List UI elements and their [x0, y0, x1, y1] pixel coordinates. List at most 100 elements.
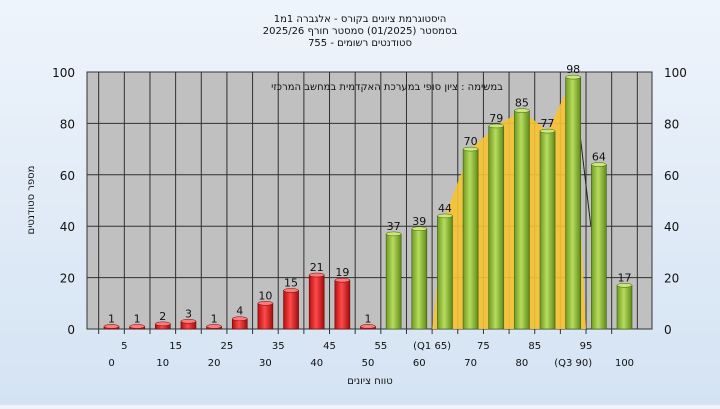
bar-value-label: 1 — [134, 312, 141, 325]
bar-value-label: 15 — [284, 276, 298, 289]
x-tick-label-lower: 20 — [208, 358, 221, 369]
chart-annotation: במשימה : ציון סופי במערכת האקדמית במחשב … — [271, 82, 503, 93]
title-line-2: בסמסטר (01/2025) סמסטר חורף 2025/26 — [263, 26, 458, 37]
x-tick-label-upper: 45 — [323, 341, 336, 352]
bar-value-label: 64 — [592, 151, 606, 164]
bar-value-label: 85 — [515, 97, 529, 110]
y-tick-left-60: 60 — [60, 169, 75, 183]
y-axis-left: 0 20 40 60 80 100 — [52, 66, 75, 337]
bar-cap — [437, 213, 453, 219]
bar-cap — [308, 272, 325, 278]
bar-value-label: 1 — [108, 312, 115, 325]
x-tick-label-lower: 60 — [413, 358, 426, 369]
y-tick-right-60: 60 — [664, 169, 679, 183]
y-tick-right-40: 40 — [664, 220, 679, 234]
bar — [257, 302, 274, 330]
bar-value-label: 39 — [412, 215, 426, 228]
bar-cap — [206, 324, 222, 329]
bar-cap — [283, 288, 299, 293]
bar-value-label: 79 — [489, 112, 503, 125]
bar-value-label: 17 — [618, 271, 632, 284]
bar-value-label: 19 — [335, 266, 349, 279]
bar-cap — [411, 226, 428, 232]
bar — [514, 110, 530, 330]
bar-cap — [539, 128, 556, 134]
x-tick-label-lower: (Q3 90) — [554, 358, 592, 369]
bar-cap — [514, 108, 530, 113]
bar — [462, 148, 479, 330]
bar-value-label: 21 — [310, 261, 324, 274]
bar-value-label: 98 — [566, 63, 580, 76]
x-tick-label-lower: 100 — [615, 358, 634, 369]
bar-value-label: 1 — [211, 312, 218, 325]
x-tick-label-upper: 5 — [121, 341, 127, 352]
x-tick-label-lower: 40 — [310, 358, 323, 369]
bars — [103, 74, 633, 330]
bar-value-label: 44 — [438, 202, 452, 215]
chart-title: היסטוגרמת ציונים בקורס - אלגברה 1מ1 בסמס… — [263, 14, 458, 49]
bar — [385, 233, 402, 330]
bar — [308, 274, 325, 330]
bar-cap — [155, 321, 171, 327]
y-tick-left-20: 20 — [60, 272, 75, 286]
bar-cap — [129, 324, 145, 329]
bar — [616, 285, 633, 330]
x-tick-label-upper: (Q1 65) — [413, 341, 451, 352]
bar-value-label: 10 — [258, 289, 272, 302]
x-tick-label-lower: 50 — [362, 358, 375, 369]
y-axis-title: מספר סטודנטים — [26, 166, 37, 235]
y-tick-right-100: 100 — [664, 66, 687, 80]
bar-value-label: 4 — [236, 305, 243, 318]
x-axis-title: טווח ציונים — [347, 376, 392, 387]
x-tick-label-lower: 70 — [464, 358, 477, 369]
x-tick-label-lower: 10 — [156, 358, 169, 369]
bar-value-label: 70 — [464, 135, 478, 148]
bar-value-label: 77 — [541, 117, 555, 130]
bar — [437, 215, 453, 330]
bar-cap — [462, 146, 479, 152]
x-axis: 5 15 25 35 45 55 (Q1 65) 75 85 95 0 10 20 30 40 50 60 70 8… — [98, 329, 634, 369]
x-tick-label-upper: 75 — [477, 341, 490, 352]
bar-cap — [565, 74, 581, 80]
bar-value-label: 1 — [365, 312, 372, 325]
x-tick-label-upper: 35 — [272, 341, 285, 352]
y-tick-right-0: 0 — [664, 323, 672, 337]
bar-cap — [488, 123, 504, 129]
x-tick-label-lower: 0 — [108, 358, 114, 369]
bar-value-label: 3 — [185, 307, 192, 320]
x-tick-label-upper: 15 — [169, 341, 182, 352]
y-tick-left-0: 0 — [67, 323, 75, 337]
bar-cap — [616, 283, 633, 288]
y-tick-left-80: 80 — [60, 117, 75, 131]
x-tick-label-lower: 30 — [259, 358, 272, 369]
x-tick-label-upper: 55 — [374, 341, 387, 352]
bar-labels: 1 1 2 3 1 4 10 15 21 19 1 37 39 44 70 79 85 77 98 64 17 — [108, 63, 632, 325]
y-tick-left-40: 40 — [60, 220, 75, 234]
y-axis-right: 0 20 40 60 80 100 — [664, 66, 687, 337]
bar-cap — [232, 316, 248, 321]
y-tick-right-20: 20 — [664, 272, 679, 286]
bar-cap — [591, 162, 607, 167]
bar — [411, 228, 428, 330]
bar — [334, 279, 351, 330]
bar — [591, 164, 607, 330]
bar-cap — [385, 231, 402, 237]
bar — [488, 125, 505, 330]
x-tick-label-upper: 85 — [528, 341, 541, 352]
bar-cap — [180, 319, 197, 324]
bar — [539, 130, 556, 330]
x-tick-label-lower: 80 — [516, 358, 529, 369]
bar-cap — [257, 301, 274, 306]
bar-value-label: 2 — [159, 310, 166, 323]
y-tick-right-80: 80 — [664, 117, 679, 131]
bar-value-label: 37 — [387, 220, 401, 233]
bar-cap — [334, 277, 351, 283]
bar-cap — [360, 324, 376, 329]
title-line-3: סטודנטים רשומים - 755 — [308, 38, 412, 49]
y-tick-left-100: 100 — [52, 66, 75, 80]
bar — [565, 76, 582, 330]
title-line-1: היסטוגרמת ציונים בקורס - אלגברה 1מ1 — [274, 14, 447, 25]
x-tick-label-upper: 25 — [221, 341, 234, 352]
